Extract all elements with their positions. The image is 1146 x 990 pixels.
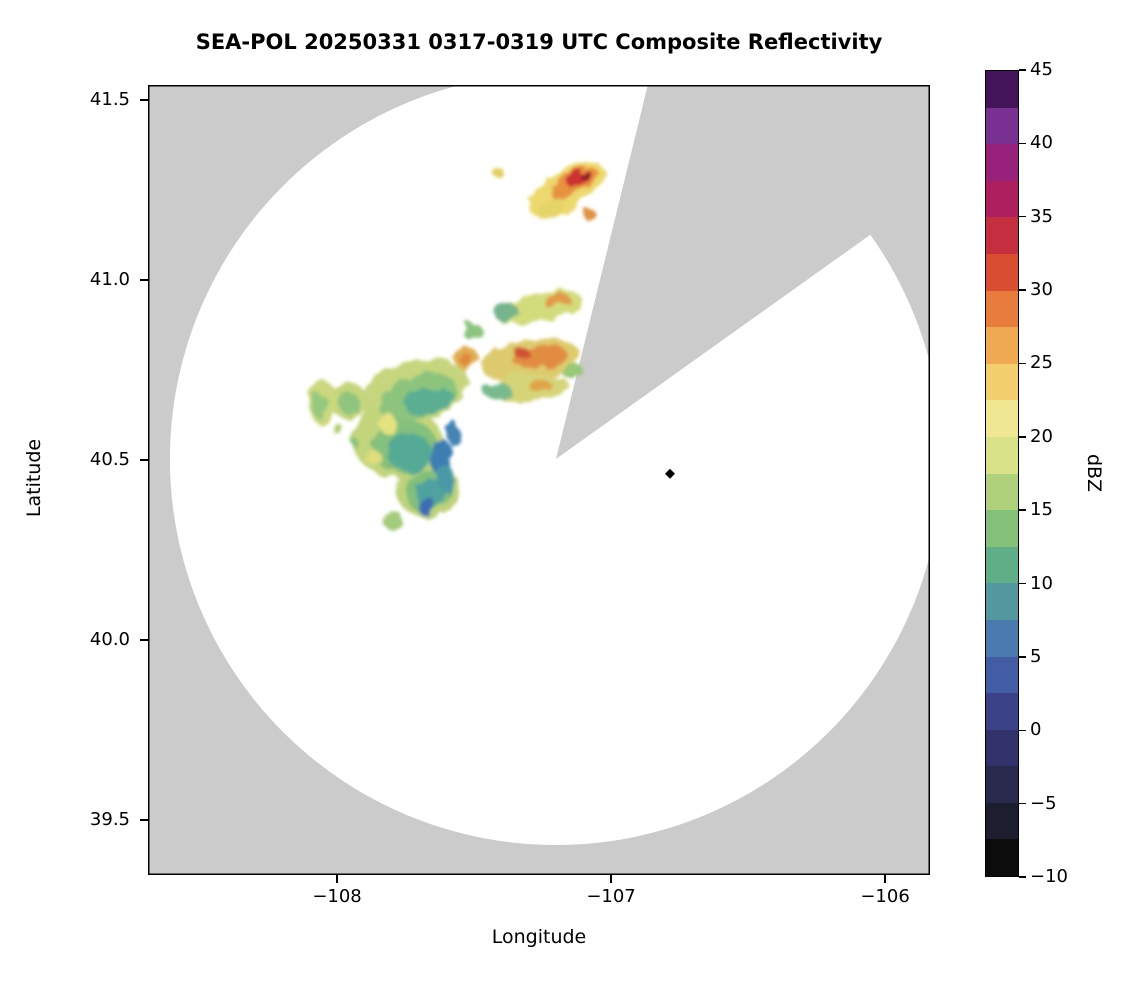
colorbar-segment <box>986 107 1018 145</box>
radar-site-marker <box>664 468 675 479</box>
colorbar-tick <box>1019 509 1026 511</box>
echo-blob <box>417 496 435 517</box>
colorbar-tick <box>1019 582 1026 585</box>
echo-blob <box>529 379 552 393</box>
echo-blob <box>582 207 595 219</box>
colorbar-segment <box>986 144 1018 181</box>
x-axis-label: Longitude <box>491 926 587 948</box>
echo-blob <box>513 346 529 358</box>
colorbar-segment <box>986 766 1018 803</box>
colorbar-tick <box>1019 876 1026 878</box>
colorbar-tick-label: 15 <box>1030 499 1053 521</box>
echo-blob <box>313 394 329 420</box>
colorbar-segment <box>986 71 1018 108</box>
colorbar-segment <box>986 546 1018 584</box>
colorbar-segment <box>986 253 1018 291</box>
echo-blob <box>351 438 359 448</box>
chart-title: SEA-POL 20250331 0317-0319 UTC Composite… <box>195 30 883 54</box>
y-tick-label: 41.5 <box>89 89 130 111</box>
echo-blob <box>562 363 584 380</box>
echo-blob <box>383 510 403 531</box>
colorbar-tick <box>1019 289 1026 291</box>
colorbar-segment <box>986 290 1018 328</box>
colorbar-tick-label: −5 <box>1030 792 1057 814</box>
colorbar-segment <box>986 363 1018 401</box>
echo-blobs <box>309 162 606 531</box>
y-tick <box>140 819 148 821</box>
y-tick <box>140 639 148 641</box>
colorbar-tick <box>1019 802 1026 805</box>
colorbar-tick-label: 10 <box>1030 572 1053 594</box>
echo-blob <box>544 293 571 309</box>
colorbar-tick-label: 45 <box>1030 59 1053 80</box>
y-tick <box>140 459 148 461</box>
colorbar-tick-label: 5 <box>1030 645 1042 667</box>
echo-blob <box>493 302 519 323</box>
radar-plot-svg <box>148 85 930 875</box>
colorbar-tick-label: 35 <box>1030 205 1053 227</box>
y-tick-label: 40.5 <box>89 449 130 471</box>
colorbar-tick <box>1019 69 1026 71</box>
plot-area <box>148 85 930 875</box>
colorbar-segment <box>986 180 1018 218</box>
colorbar-segment <box>986 583 1018 620</box>
echo-blob <box>458 351 472 365</box>
echo-blob <box>539 197 565 219</box>
colorbar-tick <box>1019 216 1026 218</box>
colorbar-segment <box>986 217 1018 254</box>
colorbar-segment <box>986 802 1018 840</box>
colorbar-segment <box>986 327 1018 364</box>
colorbar-tick-label: 20 <box>1030 425 1053 447</box>
echo-blob <box>491 165 504 177</box>
y-axis-label: Latitude <box>23 438 45 518</box>
x-tick <box>336 875 338 883</box>
colorbar-segment <box>986 693 1018 730</box>
echo-blob <box>405 386 454 416</box>
colorbar-segment <box>986 473 1018 511</box>
colorbar <box>985 70 1019 877</box>
colorbar-tick-label: 0 <box>1030 719 1042 741</box>
y-tick <box>140 99 148 101</box>
x-tick-label: −107 <box>586 886 636 907</box>
echo-blob <box>336 392 362 414</box>
y-tick-label: 40.0 <box>89 628 130 650</box>
echo-blob <box>363 447 379 463</box>
colorbar-segment <box>986 510 1018 547</box>
colorbar-segment <box>986 729 1018 767</box>
y-tick <box>140 279 148 281</box>
x-tick-label: −106 <box>860 886 910 907</box>
colorbar-tick <box>1019 729 1026 731</box>
colorbar-segment <box>986 619 1018 657</box>
colorbar-tick <box>1019 362 1026 365</box>
echo-blob <box>336 426 347 437</box>
echo-blob <box>437 465 455 491</box>
colorbar-tick <box>1019 436 1026 438</box>
echo-blob <box>446 419 458 445</box>
colorbar-segment <box>986 839 1018 877</box>
x-tick-label: −108 <box>312 886 362 907</box>
colorbar-segment <box>986 656 1018 694</box>
x-tick <box>610 875 612 883</box>
colorbar-tick <box>1019 142 1026 145</box>
colorbar-segment <box>986 436 1018 474</box>
echo-blob <box>387 432 432 472</box>
blocked-sector <box>555 85 930 459</box>
colorbar-label: dBZ <box>1083 453 1105 493</box>
echo-blob <box>462 322 482 341</box>
plot-frame <box>148 85 930 875</box>
colorbar-tick-label: −10 <box>1030 866 1068 887</box>
echo-blob <box>378 414 398 434</box>
y-tick-label: 41.0 <box>89 269 130 291</box>
colorbar-tick <box>1019 656 1026 658</box>
colorbar-tick-label: 30 <box>1030 279 1053 301</box>
echo-blob <box>578 169 590 179</box>
echo-blob <box>483 381 511 400</box>
colorbar-tick-label: 25 <box>1030 352 1053 374</box>
colorbar-tick-label: 40 <box>1030 132 1053 154</box>
y-tick-label: 39.5 <box>89 808 130 830</box>
x-tick <box>884 875 886 883</box>
colorbar-segment <box>986 400 1018 437</box>
